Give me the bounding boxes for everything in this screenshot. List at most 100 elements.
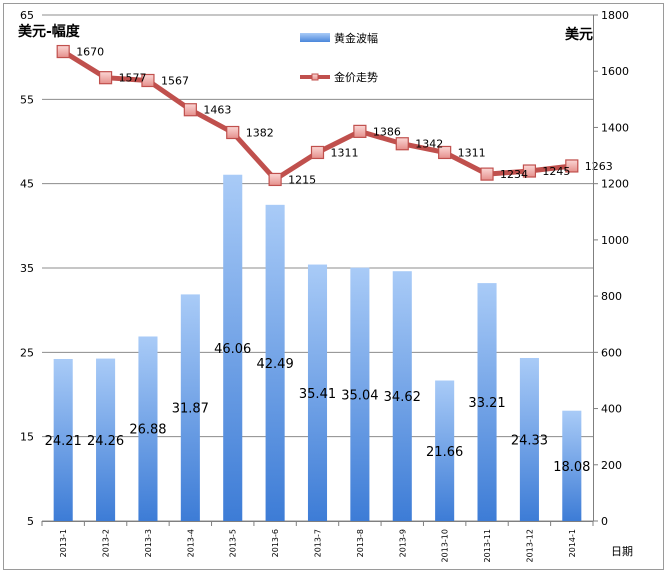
- right-tick-label: 600: [601, 346, 622, 359]
- legend-bar-label: 黄金波幅: [334, 31, 378, 45]
- category-label: 2013-6: [271, 529, 280, 557]
- bar: [180, 294, 200, 521]
- legend-line-marker: [311, 73, 319, 81]
- line-marker: [395, 137, 409, 151]
- left-tick-label: 35: [20, 262, 34, 275]
- right-tick-label: 0: [601, 515, 608, 528]
- category-label: 2013-2: [102, 529, 111, 557]
- right-tick-label: 1200: [601, 178, 629, 191]
- line-data-label: 1567: [161, 74, 189, 87]
- bar-data-label: 18.08: [553, 460, 590, 475]
- bar-data-label: 42.49: [257, 357, 294, 372]
- line-series: [56, 44, 579, 187]
- line-marker: [183, 103, 197, 117]
- category-label: 2013-1: [59, 529, 68, 557]
- bar: [477, 283, 497, 521]
- bar-data-label: 24.21: [45, 434, 82, 449]
- left-tick-label: 5: [27, 515, 34, 528]
- left-tick-label: 25: [20, 346, 34, 359]
- left-tick-label: 45: [20, 178, 34, 191]
- line-marker: [268, 172, 282, 187]
- right-axis-title: 美元: [565, 26, 593, 43]
- right-tick-label: 800: [601, 290, 622, 303]
- category-label: 2013-4: [186, 529, 195, 557]
- left-axis-tick-labels: 5 15 25 35 45 55 65: [20, 9, 34, 528]
- line-marker: [226, 125, 240, 140]
- bar-data-label: 24.33: [511, 433, 548, 448]
- bar: [96, 358, 116, 521]
- axes: [41, 14, 598, 526]
- line-marker: [353, 124, 367, 138]
- right-tick-label: 1600: [601, 65, 629, 78]
- line-data-label: 1263: [585, 160, 613, 173]
- line-data-label: 1670: [76, 46, 104, 59]
- line-marker: [565, 159, 579, 173]
- right-tick-label: 1400: [601, 121, 629, 134]
- line-marker: [438, 145, 452, 160]
- right-tick-label: 1800: [601, 9, 629, 22]
- legend: 黄金波幅 金价走势: [300, 31, 378, 84]
- bar: [350, 267, 370, 521]
- line-data-label: 1577: [119, 72, 147, 85]
- bar: [307, 264, 328, 521]
- bar-data-label: 21.66: [426, 445, 463, 460]
- bar: [519, 357, 539, 521]
- category-tick-labels: 2013-1 2013-2 2013-3 2013-4 2013-5 2013-6 2013…: [59, 529, 577, 562]
- line-data-label: 1342: [415, 138, 443, 151]
- bar-data-label: 35.41: [299, 387, 336, 402]
- category-label: 2013-5: [229, 529, 238, 557]
- bar-data-label: 35.04: [341, 388, 378, 403]
- bar-data-label: 46.06: [214, 342, 251, 357]
- bar-data-label: 24.26: [87, 434, 124, 449]
- bar: [265, 204, 285, 521]
- category-label: 2014-1: [568, 529, 577, 557]
- line-data-label: 1245: [542, 165, 570, 178]
- bar-data-label: 31.87: [172, 402, 209, 417]
- line-data-label: 1386: [373, 125, 401, 138]
- line-data-label: 1463: [203, 104, 231, 117]
- legend-line-label: 金价走势: [334, 70, 378, 84]
- line-marker: [522, 164, 537, 178]
- line-marker: [480, 167, 494, 181]
- legend-bar-swatch: [300, 33, 330, 42]
- line-data-label: 1234: [500, 168, 528, 181]
- bar: [138, 336, 158, 521]
- bar: [562, 410, 582, 521]
- right-tick-label: 200: [601, 459, 622, 472]
- bar-data-label: 26.88: [129, 423, 166, 438]
- line-data-label: 1311: [458, 146, 486, 159]
- line-marker: [98, 71, 113, 85]
- right-tick-label: 400: [601, 403, 622, 416]
- bar: [53, 358, 73, 521]
- left-axis-title: 美元-幅度: [18, 23, 81, 40]
- line-marker: [141, 73, 155, 88]
- line-data-label: 1382: [246, 127, 274, 140]
- bar-data-label: 34.62: [384, 390, 421, 405]
- x-axis-title: 日期: [611, 545, 633, 558]
- category-label: 2013-12: [525, 529, 534, 562]
- category-label: 2013-9: [398, 529, 407, 557]
- line-marker: [310, 145, 325, 160]
- left-tick-label: 15: [20, 431, 34, 444]
- bar: [435, 380, 455, 521]
- bar-data-labels: 24.21 24.26 26.88 31.87 46.06 42.49 35.41 35.04…: [45, 342, 591, 475]
- bar-series: [53, 174, 582, 521]
- bar: [392, 271, 412, 521]
- bar: [223, 174, 243, 521]
- category-label: 2013-8: [356, 529, 365, 557]
- line-data-label: 1311: [331, 146, 359, 159]
- left-tick-label: 55: [20, 93, 34, 106]
- left-tick-label: 65: [20, 9, 34, 22]
- category-label: 2013-10: [441, 529, 450, 562]
- category-label: 2013-7: [314, 529, 323, 557]
- category-label: 2013-3: [144, 529, 153, 557]
- bar-data-label: 33.21: [468, 396, 505, 411]
- right-tick-label: 1000: [601, 234, 629, 247]
- right-axis-tick-labels: 0 200 400 600 800 1000 1200 1400 1600 1800: [601, 9, 629, 528]
- line-data-label: 1215: [288, 173, 316, 186]
- category-label: 2013-11: [483, 529, 492, 562]
- line-data-labels: 1670 1577 1567 1463 1382 1215 1311 1386 1342 1311…: [76, 46, 613, 187]
- line-marker: [56, 44, 70, 59]
